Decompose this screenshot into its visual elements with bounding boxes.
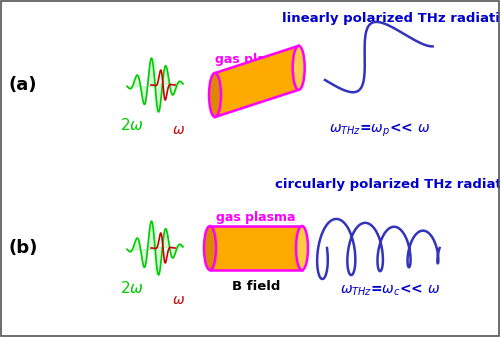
Text: $2\omega$: $2\omega$ xyxy=(120,117,144,133)
Ellipse shape xyxy=(204,226,216,270)
Text: (b): (b) xyxy=(8,239,38,257)
Ellipse shape xyxy=(296,226,308,270)
Text: $\omega$: $\omega$ xyxy=(172,123,185,137)
Ellipse shape xyxy=(292,46,304,90)
Text: $\omega$: $\omega$ xyxy=(172,293,185,307)
Text: $\omega_{THz}$=$\omega_{c}$<< $\omega$: $\omega_{THz}$=$\omega_{c}$<< $\omega$ xyxy=(340,282,440,298)
Polygon shape xyxy=(215,46,298,117)
Text: B field: B field xyxy=(232,280,280,293)
Text: circularly polarized THz radiation: circularly polarized THz radiation xyxy=(275,178,500,191)
Text: $2\omega$: $2\omega$ xyxy=(120,280,144,296)
Text: gas plasma: gas plasma xyxy=(216,212,296,224)
Text: gas plasma: gas plasma xyxy=(215,54,295,66)
Text: $\omega_{THz}$=$\omega_{p}$<< $\omega$: $\omega_{THz}$=$\omega_{p}$<< $\omega$ xyxy=(330,121,430,139)
Text: (a): (a) xyxy=(8,76,36,94)
Polygon shape xyxy=(210,226,302,270)
Ellipse shape xyxy=(209,73,221,117)
Text: linearly polarized THz radiation: linearly polarized THz radiation xyxy=(282,12,500,25)
